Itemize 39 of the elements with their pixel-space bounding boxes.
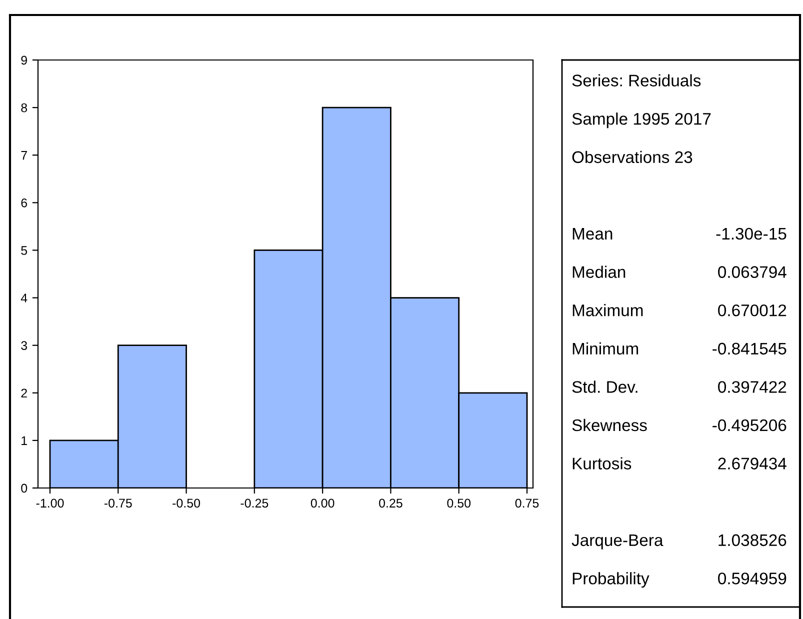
y-tick-label: 9 [21,56,27,65]
x-tick-label: -0.25 [240,498,268,508]
y-tick-label: 0 [21,484,28,493]
text: 0.594959 [718,572,786,584]
category-label: Minimum [572,342,638,355]
x-tick-label: -0.50 [172,498,200,508]
y-tick-label: 3 [21,341,28,350]
x-tick-label: -0.75 [104,498,132,508]
text: Observations 23 [572,150,692,164]
text: 2.679434 [718,458,786,470]
text: Series: Residuals [572,74,701,86]
text: 0.670012 [718,304,786,316]
text: -0.495206 [712,419,786,432]
y-tick-label: 5 [21,246,28,255]
x-tick-label: 0.75 [515,498,539,508]
x-tick-label: 0.25 [379,498,402,508]
x-tick-label: -1.00 [36,498,64,508]
text: -1.30e-15 [716,228,786,240]
category-label: Mean [572,228,612,240]
text: Sample 1995 2017 [572,112,711,128]
category-label: Std. Dev. [572,380,638,393]
x-tick-label: 0.50 [447,498,471,508]
y-tick-label: 4 [20,294,28,302]
y-tick-label: 1 [22,436,27,445]
category-label: Median [572,266,626,278]
y-tick-label: 2 [21,388,27,398]
category-label: Kurtosis [572,457,632,470]
text: 0.397422 [718,381,786,393]
text: 1.038526 [718,534,786,546]
x-tick-label: 0.00 [310,498,334,508]
category-label: Maximum [572,304,643,316]
text: -0.841545 [712,342,786,355]
y-tick-label: 7 [21,151,27,160]
y-tick-label: 8 [21,103,28,112]
category-label: Probability [572,572,650,588]
text: 0.063794 [718,266,786,278]
category-label: Skewness [572,418,647,432]
y-tick-label: 6 [21,198,28,208]
category-label: Jarque-Bera [572,534,664,550]
